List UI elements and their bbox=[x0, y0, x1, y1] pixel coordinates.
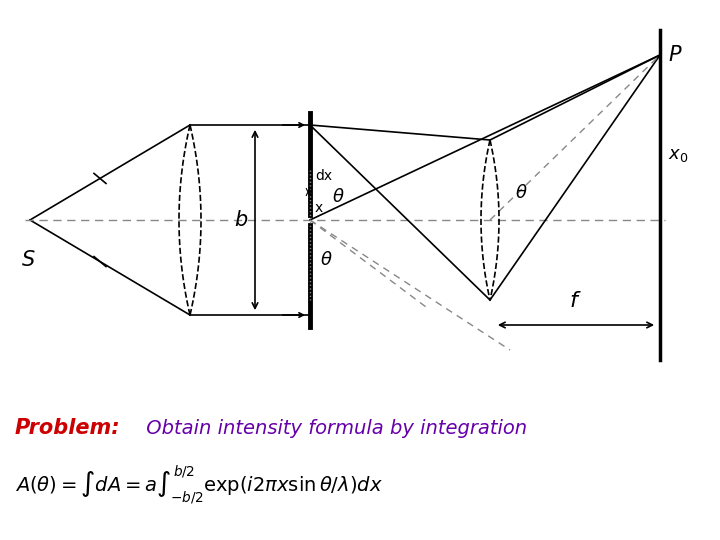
Text: $\theta$: $\theta$ bbox=[320, 251, 333, 269]
Text: Problem:: Problem: bbox=[15, 418, 121, 438]
Text: $f$: $f$ bbox=[569, 291, 581, 311]
Text: $x_0$: $x_0$ bbox=[668, 146, 688, 164]
Text: S: S bbox=[22, 250, 35, 270]
Text: Obtain intensity formula by integration: Obtain intensity formula by integration bbox=[140, 418, 527, 437]
Text: $\theta$: $\theta$ bbox=[515, 184, 528, 202]
Text: P: P bbox=[668, 45, 680, 65]
Text: $\theta$: $\theta$ bbox=[332, 188, 345, 206]
Text: b: b bbox=[235, 210, 248, 230]
Text: dx: dx bbox=[315, 169, 332, 183]
Text: $A(\theta) = \int dA = a \int_{-b/2}^{b/2} \exp(i2\pi x \sin\theta/\lambda)dx$: $A(\theta) = \int dA = a \int_{-b/2}^{b/… bbox=[15, 463, 383, 507]
Text: x: x bbox=[315, 201, 323, 215]
